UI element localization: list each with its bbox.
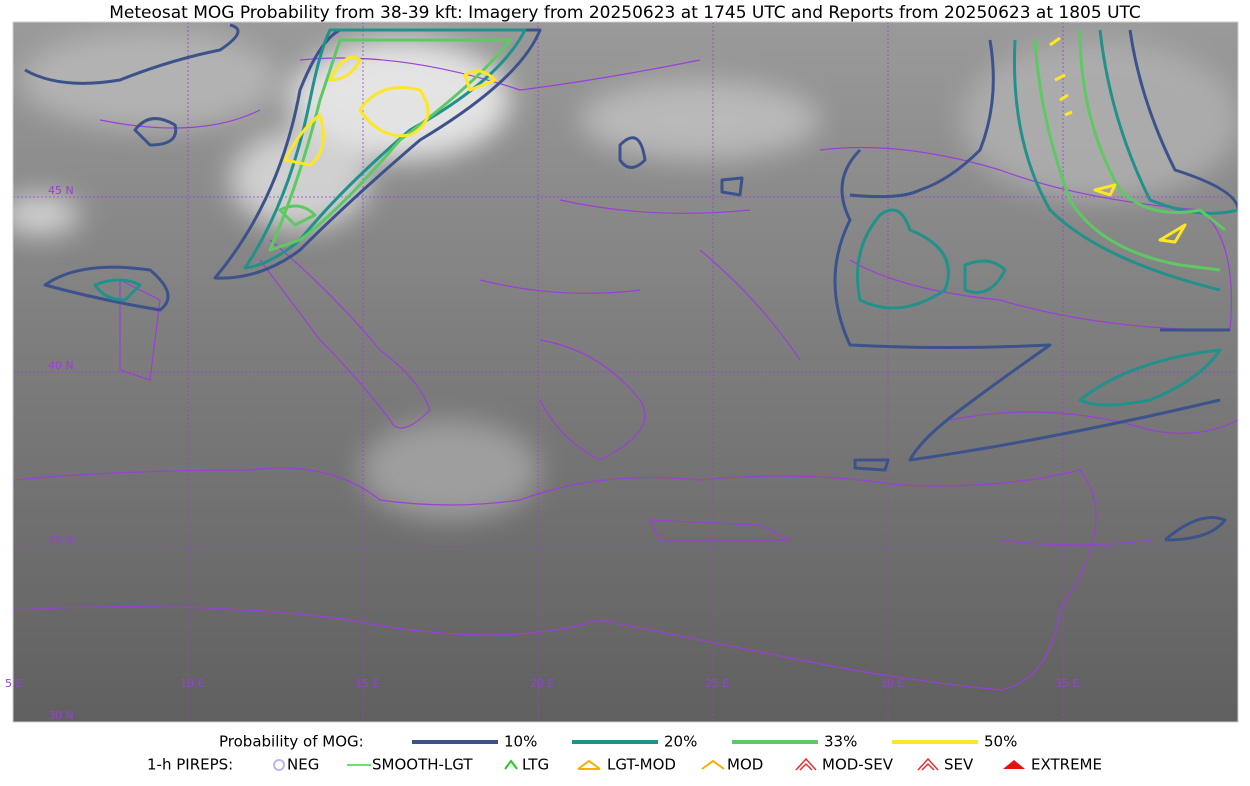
legend-label: SMOOTH-LGT: [372, 756, 473, 774]
legend-symbol: [504, 759, 518, 770]
legend-label: MOD: [727, 756, 763, 774]
lon-label: 5 E: [5, 677, 22, 690]
lon-label: 10 E: [180, 677, 204, 690]
contour-10: [213, 28, 542, 280]
lat-label: 35 N: [48, 534, 74, 547]
map-frame: [12, 21, 1239, 723]
contours: [24, 23, 1238, 542]
legend-label: EXTREME: [1031, 756, 1102, 774]
contour-20: [856, 29, 1238, 407]
lon-label: 30 E: [880, 677, 904, 690]
lat-label: 40 N: [48, 359, 74, 372]
lat-label: 45 N: [48, 184, 74, 197]
legend-title: Probability of MOG:: [219, 733, 364, 751]
legend-symbol: [577, 759, 601, 770]
legend: Probability of MOG: 1-h PIREPS: 10% 20% 33…: [147, 733, 1102, 774]
contour-10: [833, 29, 1238, 542]
legend-symbol: [1003, 760, 1025, 769]
legend-symbol: [701, 759, 725, 770]
legend-symbol: [917, 757, 939, 771]
lon-label: 20 E: [530, 677, 554, 690]
lat-label: 30 N: [48, 709, 74, 722]
legend-label: 10%: [504, 733, 537, 751]
legend-label: SEV: [944, 756, 974, 774]
legend-label: MOD-SEV: [822, 756, 894, 774]
contour-10: [133, 117, 744, 197]
legend-symbol: [273, 759, 285, 771]
legend-label: NEG: [287, 756, 319, 774]
lon-label: 35 E: [1055, 677, 1079, 690]
legend-title: 1-h PIREPS:: [147, 756, 233, 774]
geo-labels: 45 N 40 N 35 N 30 N 10 E 15 E 20 E 25 E 30 E 35 E: [48, 184, 1079, 722]
legend-label: 20%: [664, 733, 697, 751]
legend-label: LGT-MOD: [607, 756, 676, 774]
graticule: [13, 22, 1238, 722]
legend-label: 50%: [984, 733, 1017, 751]
lon-label: 25 E: [705, 677, 729, 690]
map: 45 N 40 N 35 N 30 N 10 E 15 E 20 E 25 E 30 E 35 E: [13, 22, 1238, 722]
contour-33: [1033, 29, 1226, 272]
title: Meteosat MOG Probability from 38-39 kft:…: [109, 3, 1141, 23]
contour-33: [268, 38, 512, 252]
legend-symbol: [795, 757, 817, 771]
lon-label: 15 E: [355, 677, 379, 690]
legend-label: LTG: [522, 756, 549, 774]
coastlines: [13, 57, 1238, 691]
legend-label: 33%: [824, 733, 857, 751]
contour-10: [24, 23, 240, 312]
contour-50: [283, 36, 1187, 244]
